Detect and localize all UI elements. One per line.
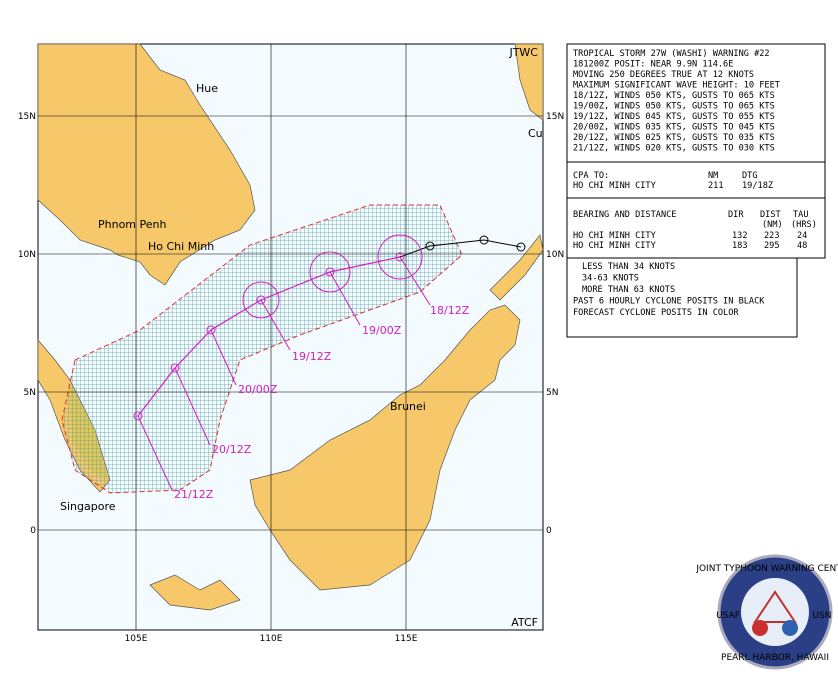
warning-box <box>566 43 826 259</box>
land <box>37 43 544 611</box>
bearing-cell: 223 <box>764 231 780 241</box>
warning-line: 21/12Z, WINDS 020 KTS, GUSTS TO 030 KTS <box>573 144 775 154</box>
danger-area <box>61 204 463 494</box>
place-name: Phnom Penh <box>98 218 166 231</box>
past-track <box>399 239 522 258</box>
place-name: Brunei <box>390 400 426 413</box>
legend-line: FORECAST CYCLONE POSITS IN COLOR <box>573 308 739 318</box>
warning-line: 19/12Z, WINDS 045 KTS, GUSTS TO 055 KTS <box>573 112 775 122</box>
forecast-time: 19/00Z <box>362 324 402 337</box>
cpa-cell: 19/18Z <box>742 181 773 191</box>
lon-label: 110E <box>260 634 283 644</box>
cpa-header: NM <box>708 171 718 181</box>
lat-label: 0 <box>30 526 36 536</box>
warning-line: 19/00Z, WINDS 050 KTS, GUSTS TO 065 KTS <box>573 102 775 112</box>
cpa-cell: HO CHI MINH CITY <box>573 181 657 191</box>
bearing-header: TAU <box>793 210 809 220</box>
place-name: Singapore <box>60 500 116 513</box>
logo-text: USN <box>812 611 831 621</box>
forecast-time: 19/12Z <box>292 350 332 363</box>
logo-text: JOINT TYPHOON WARNING CENTER <box>695 564 838 574</box>
bearing-header: (HRS) <box>791 220 817 230</box>
lat-label: 15N <box>546 112 564 122</box>
legend-line: PAST 6 HOURLY CYCLONE POSITS IN BLACK <box>573 297 765 307</box>
bearing-header: (NM) <box>762 220 783 230</box>
legend-line: LESS THAN 34 KNOTS <box>582 262 675 272</box>
cpa-header: CPA TO: <box>573 171 609 181</box>
lat-label: 0 <box>546 526 552 536</box>
lon-label: 105E <box>125 634 148 644</box>
place-name: Ho Chi Minh <box>148 240 214 253</box>
bearing-cell: HO CHI MINH CITY <box>573 241 657 251</box>
forecast-time: 21/12Z <box>174 488 214 501</box>
forecast-posits <box>133 252 405 421</box>
lat-label: 5N <box>546 388 558 398</box>
legend-line: 34-63 KNOTS <box>582 274 639 284</box>
forecast-track <box>137 256 401 417</box>
bearing-cell: HO CHI MINH CITY <box>573 231 657 241</box>
cpa-cell: 211 <box>708 181 724 191</box>
bearing-cell: 295 <box>764 241 780 251</box>
bearing-header: DIST <box>760 210 781 220</box>
lat-label: 5N <box>24 388 36 398</box>
bearing-cell: 183 <box>732 241 748 251</box>
warning-line: 20/12Z, WINDS 025 KTS, GUSTS TO 035 KTS <box>573 133 775 143</box>
past-posits <box>425 235 526 252</box>
wind-radii <box>242 234 423 319</box>
warning-line: 181200Z POSIT: NEAR 9.9N 114.6E <box>573 60 733 70</box>
place-name: Hue <box>196 82 218 95</box>
bearing-cell: 132 <box>732 231 748 241</box>
logo-text: PEARL HARBOR, HAWAII <box>721 653 829 663</box>
cpa-header: DTG <box>742 171 758 181</box>
warning-line: TROPICAL STORM 27W (WASHI) WARNING #22 <box>573 49 770 59</box>
legend-line: MORE THAN 63 KNOTS <box>582 285 675 295</box>
grid <box>38 44 543 630</box>
forecast-time: 18/12Z <box>430 304 470 317</box>
bearing-cell: 48 <box>797 241 807 251</box>
warning-line: MOVING 250 DEGREES TRUE AT 12 KNOTS <box>573 70 754 80</box>
bearing-cell: 24 <box>797 231 807 241</box>
label-leaders <box>137 256 431 491</box>
forecast-time: 20/00Z <box>238 383 278 396</box>
place-name: Cu <box>528 127 543 140</box>
warning-line: MAXIMUM SIGNIFICANT WAVE HEIGHT: 10 FEET <box>573 81 780 91</box>
source-label: JTWC <box>508 46 538 59</box>
warning-line: 20/00Z, WINDS 035 KTS, GUSTS TO 045 KTS <box>573 123 775 133</box>
lat-label: 10N <box>18 250 36 260</box>
legend-box <box>566 257 798 338</box>
lat-label: 10N <box>546 250 564 260</box>
source-label: ATCF <box>511 616 538 629</box>
forecast-time: 20/12Z <box>212 443 252 456</box>
lat-label: 15N <box>18 112 36 122</box>
bearing-header: BEARING AND DISTANCE <box>573 210 676 220</box>
lon-label: 115E <box>395 634 418 644</box>
warning-line: 18/12Z, WINDS 050 KTS, GUSTS TO 065 KTS <box>573 91 775 101</box>
logo-text: USAF <box>716 611 740 621</box>
bearing-header: DIR <box>728 210 744 220</box>
